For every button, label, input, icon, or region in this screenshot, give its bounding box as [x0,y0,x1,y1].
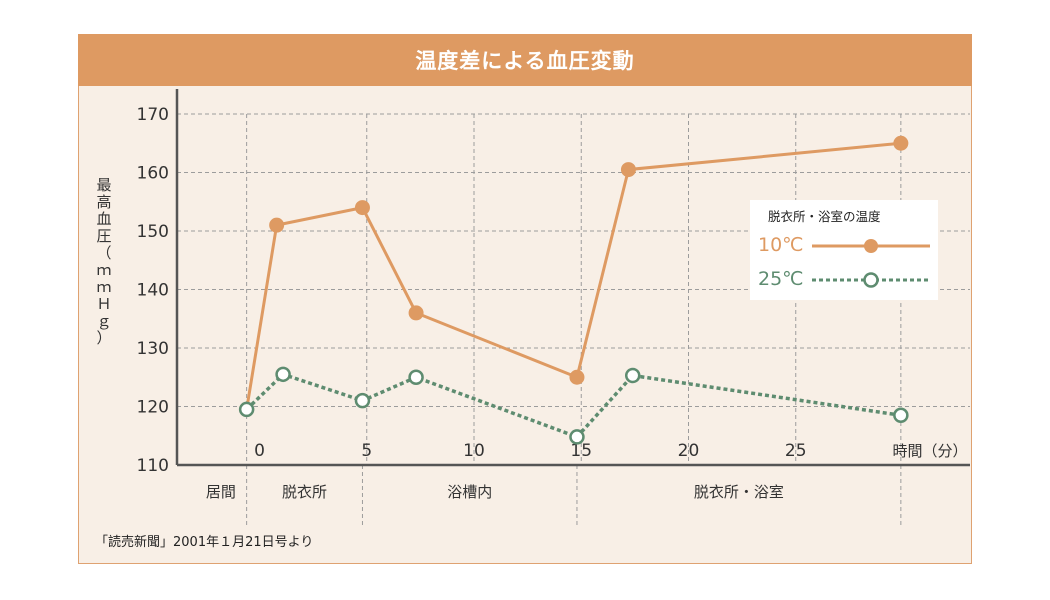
data-point [354,200,370,216]
y-tick-label: 110 [137,456,169,476]
legend-label-25c: 25℃ [758,268,804,290]
y-tick-label: 170 [137,105,169,125]
data-point [238,401,255,418]
chart-title: 温度差による血圧変動 [415,49,635,73]
x-axis-label: 時間（分） [892,442,967,460]
y-axis-label: 最高血圧（ｍｍＨｇ） [96,176,111,347]
y-tick-label: 160 [137,164,169,184]
x-tick-label: 5 [361,441,372,461]
legend: 脱衣所・浴室の温度 10℃ 25℃ [750,200,938,300]
phase-label: 浴槽内 [447,483,492,501]
data-point [569,369,585,385]
legend-swatch-10c [812,239,930,253]
data-point [275,366,291,383]
phase-label: 居間 [206,483,236,501]
x-tick-label: 10 [463,441,485,461]
x-tick-label: 25 [785,441,807,461]
data-point [620,162,636,178]
legend-title: 脱衣所・浴室の温度 [768,209,881,224]
source-note: 「読売新聞」2001年１月21日号より [95,535,314,550]
phase-label: 脱衣所 [282,483,327,501]
data-point [624,367,641,384]
legend-swatch-25c [812,272,930,288]
phase-label: 脱衣所・浴室 [694,483,784,501]
data-point [408,305,424,321]
data-point [893,407,909,424]
y-tick-label: 130 [137,339,169,359]
y-tick-label: 120 [137,398,169,418]
data-point [269,217,285,233]
legend-label-10c: 10℃ [758,234,804,256]
x-tick-label: 0 [254,441,265,461]
data-point [893,135,909,151]
y-tick-label: 140 [137,281,169,301]
chart-header: 温度差による血圧変動 [78,34,972,86]
data-point [354,392,371,409]
x-tick-label: 15 [570,441,592,461]
y-tick-label: 150 [137,222,169,242]
data-point [408,369,424,385]
x-tick-label: 20 [678,441,700,461]
data-point [569,429,585,445]
